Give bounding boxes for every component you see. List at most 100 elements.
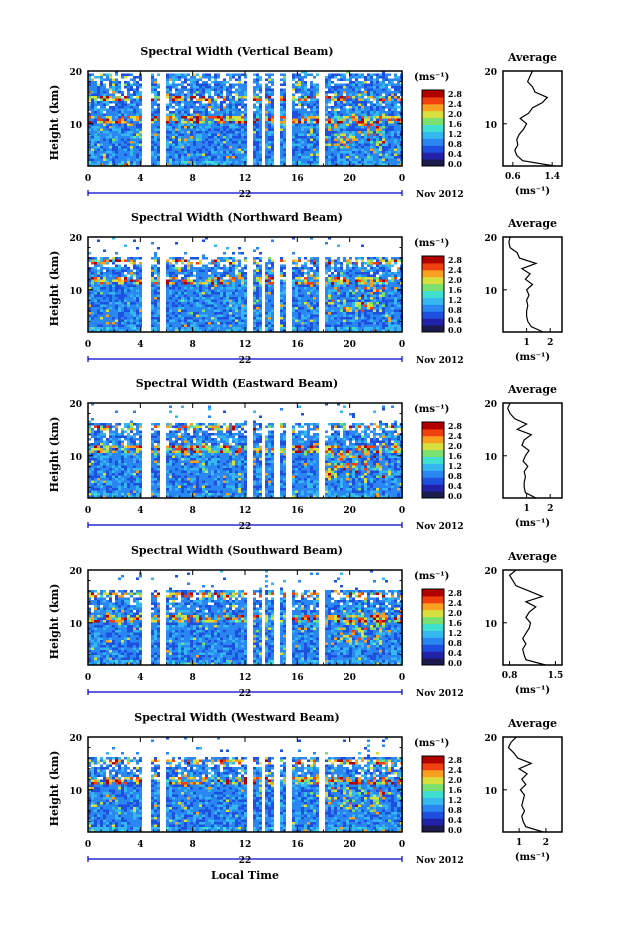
heatmap-cell [130, 324, 133, 327]
heatmap-cell [235, 297, 238, 300]
heatmap-cell [124, 86, 127, 89]
heatmap-cell [103, 329, 106, 332]
heatmap-cell [382, 106, 385, 109]
heatmap-cell [193, 93, 196, 96]
heatmap-cell [283, 76, 286, 79]
heatmap-cell [298, 282, 301, 285]
heatmap-cell [118, 329, 121, 332]
heatmap-cell [166, 279, 169, 282]
heatmap-cell [106, 93, 109, 96]
heatmap-cell [244, 91, 247, 94]
heatmap-cell [226, 128, 229, 131]
heatmap-cell [118, 136, 121, 139]
heatmap-cell [328, 88, 331, 91]
heatmap-cell [313, 116, 316, 119]
heatmap-cell [268, 161, 271, 164]
heatmap-cell [301, 111, 304, 114]
heatmap-cell [112, 118, 115, 121]
heatmap-cell [187, 128, 190, 131]
heatmap-cell [106, 131, 109, 134]
heatmap-cell [205, 158, 208, 161]
heatmap-cell [175, 88, 178, 91]
heatmap-cell [265, 93, 268, 96]
heatmap-cell [292, 279, 295, 282]
heatmap-cell [307, 128, 310, 131]
heatmap-cell [220, 284, 223, 287]
heatmap-cell [109, 269, 112, 272]
heatmap-cell [235, 123, 238, 126]
heatmap-cell [229, 88, 232, 91]
heatmap-cell [214, 81, 217, 84]
heatmap-cell [184, 151, 187, 154]
heatmap-cell [166, 76, 169, 79]
heatmap-cell [109, 101, 112, 104]
heatmap-cell [157, 163, 160, 166]
heatmap-cell [358, 131, 361, 134]
heatmap-cell [169, 78, 172, 81]
heatmap-cell [190, 269, 193, 272]
heatmap-cell [241, 123, 244, 126]
heatmap-cell [295, 269, 298, 272]
heatmap-cell [256, 153, 259, 156]
heatmap-cell [334, 88, 337, 91]
heatmap-cell [373, 161, 376, 164]
heatmap-cell [202, 96, 205, 99]
heatmap-cell [136, 118, 139, 121]
heatmap-cell [169, 123, 172, 126]
heatmap-cell [187, 111, 190, 114]
heatmap-cell [385, 88, 388, 91]
heatmap-cell [118, 279, 121, 282]
heatmap-cell [220, 151, 223, 154]
heatmap-cell [325, 148, 328, 151]
heatmap-cell [280, 151, 283, 154]
heatmap-cell [109, 106, 112, 109]
heatmap-cell [208, 322, 211, 325]
heatmap-cell [241, 88, 244, 91]
heatmap-cell [127, 267, 130, 270]
heatmap-cell [175, 274, 178, 277]
heatmap-cell [331, 111, 334, 114]
heatmap-cell [307, 106, 310, 109]
heatmap-cell [370, 138, 373, 141]
heatmap-cell [385, 163, 388, 166]
heatmap-cell [199, 272, 202, 275]
heatmap-cell [220, 141, 223, 144]
heatmap-cell [355, 78, 358, 81]
heatmap-cell [220, 297, 223, 300]
heatmap-cell [109, 287, 112, 290]
heatmap-cell [184, 299, 187, 302]
heatmap-cell [301, 163, 304, 166]
heatmap-cell [238, 269, 241, 272]
heatmap-cell [154, 267, 157, 270]
heatmap-cell [271, 93, 274, 96]
heatmap-cell [232, 96, 235, 99]
heatmap-cell [91, 322, 94, 325]
heatmap-cell [367, 148, 370, 151]
heatmap-cell [175, 153, 178, 156]
heatmap-cell [316, 131, 319, 134]
heatmap-cell [115, 133, 118, 136]
heatmap-cell [184, 98, 187, 101]
heatmap-cell [385, 111, 388, 114]
heatmap-cell [214, 116, 217, 119]
heatmap-cell [370, 76, 373, 79]
heatmap-cell [115, 272, 118, 275]
heatmap-cell [94, 138, 97, 141]
heatmap-cell [130, 156, 133, 159]
heatmap-cell [151, 88, 154, 91]
heatmap-cell [373, 108, 376, 111]
heatmap-cell [301, 103, 304, 106]
heatmap-cell [343, 118, 346, 121]
heatmap-cell [340, 161, 343, 164]
heatmap-cell [376, 106, 379, 109]
heatmap-cell [124, 163, 127, 166]
heatmap-cell [220, 156, 223, 159]
heatmap-cell [205, 121, 208, 124]
heatmap-cell [313, 128, 316, 131]
heatmap-cell [205, 111, 208, 114]
heatmap-cell [334, 161, 337, 164]
heatmap-cell [283, 287, 286, 290]
heatmap-cell [346, 131, 349, 134]
heatmap-cell [91, 78, 94, 81]
heatmap-cell [310, 73, 313, 76]
